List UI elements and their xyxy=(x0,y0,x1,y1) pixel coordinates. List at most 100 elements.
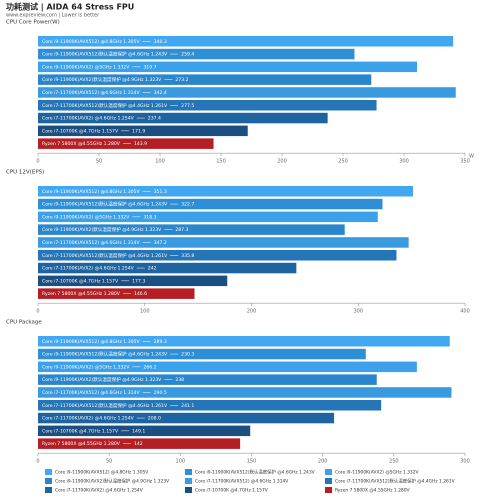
x-tick-label: 0 xyxy=(36,309,39,315)
legend-swatch xyxy=(325,487,332,493)
legend-label: Core i9-11900K(AVX2)默认温度保护 @4.9GHz 1.323… xyxy=(55,478,169,485)
x-tick-label: 0 xyxy=(36,459,39,465)
value-label: 277.5 xyxy=(181,103,194,109)
bar-label: Core i9-11900K(AVX512) @4.8GHz 1.305V xyxy=(42,339,140,345)
value-label: 290.5 xyxy=(154,390,167,396)
value-label: 340.3 xyxy=(154,39,167,45)
bar-label: Core i9-11900K(AVX2) @5GHz 1.332V xyxy=(42,214,130,220)
bar-label: Core i9-11900K(AVX512)默认温度保护 @4.6GHz 1.2… xyxy=(42,201,168,208)
value-label: 238 xyxy=(175,377,184,383)
legend-label: Core i9-11900K(AVX2) @5GHz 1.332V xyxy=(335,470,419,476)
bar xyxy=(38,348,366,360)
bar xyxy=(38,250,397,261)
legend-label: Core i7-11700K(AVX512)默认温度保护 @4.4GHz 1.2… xyxy=(335,478,455,485)
value-label: 149.1 xyxy=(132,428,145,434)
value-label: 289.3 xyxy=(154,339,167,345)
value-label: 310.7 xyxy=(143,64,156,70)
x-tick-label: 100 xyxy=(155,159,165,165)
x-tick-label: 100 xyxy=(140,309,150,315)
value-label: 347.2 xyxy=(154,240,167,246)
bar-label: Core i7-10700K @4.7GHz 1.157V xyxy=(42,428,119,434)
chart-title: CPU Core Power(W) xyxy=(6,20,60,26)
x-tick-label: 300 xyxy=(353,309,363,315)
value-label: 242 xyxy=(148,266,157,272)
value-label: 171.9 xyxy=(132,128,145,134)
value-label: 142 xyxy=(134,441,143,447)
bar-label: Core i7-11700K(AVX512)默认温度保护 @4.4GHz 1.2… xyxy=(42,102,168,109)
bar xyxy=(38,198,383,210)
bar xyxy=(38,36,454,47)
bar-label: Core i7-10700K @4.7GHz 1.157V xyxy=(42,278,119,284)
value-label: 322.7 xyxy=(181,202,194,208)
bar-label: Core i9-11900K(AVX512) @4.8GHz 1.305V xyxy=(42,39,140,45)
legend-swatch xyxy=(45,469,52,475)
legend-label: Core i9-11900K(AVX512)默认温度保护 @4.6GHz 1.2… xyxy=(195,469,315,476)
bar-label: Core i9-11900K(AVX2) @5GHz 1.332V xyxy=(42,364,130,370)
bar xyxy=(38,400,382,411)
x-tick-label: 250 xyxy=(338,159,348,165)
chart-title: CPU Package xyxy=(6,320,42,326)
bar xyxy=(38,374,377,385)
bar-label: Core i7-11700K(AVX512) @4.6GHz 1.314V xyxy=(42,90,140,96)
bar xyxy=(38,100,377,111)
bar xyxy=(38,112,328,124)
x-tick-label: 0 xyxy=(36,159,39,165)
bar xyxy=(38,361,417,373)
bar-label: Core i9-11900K(AVX2)默认温度保护 @4.9GHz 1.323… xyxy=(42,76,162,83)
value-label: 273.2 xyxy=(175,77,188,83)
bar-label: Core i7-11700K(AVX2) @4.6GHz 1.254V xyxy=(42,266,135,272)
bar xyxy=(38,336,450,347)
bar xyxy=(38,237,409,248)
bar-label: Core i7-11700K(AVX512) @4.6GHz 1.314V xyxy=(42,390,140,396)
bar-label: Core i7-11700K(AVX512) @4.6GHz 1.314V xyxy=(42,240,140,246)
value-label: 287.3 xyxy=(175,227,188,233)
value-label: 241.1 xyxy=(181,403,194,409)
x-tick-label: 400 xyxy=(460,309,470,315)
bar-label: Core i9-11900K(AVX2)默认温度保护 @4.9GHz 1.323… xyxy=(42,376,162,383)
x-tick-label: 200 xyxy=(318,459,328,465)
legend-label: Core i9-11900K(AVX512) @4.8GHz 1.305V xyxy=(55,470,148,476)
bar-label: Core i9-11900K(AVX512) @4.8GHz 1.305V xyxy=(42,189,140,195)
bar-label: Ryzen 7 5800X @4.55GHz 1.280V xyxy=(42,291,121,297)
x-tick-label: 250 xyxy=(389,459,399,465)
value-label: 143.9 xyxy=(134,141,147,147)
legend-swatch xyxy=(185,469,192,475)
value-label: 177.3 xyxy=(132,278,145,284)
bar xyxy=(38,262,297,274)
x-tick-label: 350 xyxy=(460,159,470,165)
bar-label: Ryzen 7 5800X @4.55GHz 1.280V xyxy=(42,141,121,147)
bar-label: Core i7-10700K @4.7GHz 1.157V xyxy=(42,128,119,134)
chart-title: CPU 12V(EPS) xyxy=(6,170,44,176)
bar xyxy=(38,186,414,197)
bar xyxy=(38,61,418,73)
legend-swatch xyxy=(45,478,52,484)
bar xyxy=(38,74,372,85)
value-label: 318.3 xyxy=(143,214,156,220)
bar xyxy=(38,125,248,137)
x-tick-label: 200 xyxy=(247,309,257,315)
bar xyxy=(38,288,195,299)
legend-label: Ryzen 7 5800X @4.55GHz 1.280V xyxy=(335,488,410,494)
value-label: 259.4 xyxy=(181,52,194,58)
x-tick-label: 150 xyxy=(216,159,226,165)
page-title: 功耗测试 | AIDA 64 Stress FPU xyxy=(6,2,134,12)
bar-label: Core i7-11700K(AVX2) @4.6GHz 1.254V xyxy=(42,416,135,422)
x-tick-label: 150 xyxy=(247,459,257,465)
x-tick-label: 50 xyxy=(96,159,102,165)
bar-label: Core i9-11900K(AVX512)默认温度保护 @4.6GHz 1.2… xyxy=(42,351,168,358)
bar-label: Core i9-11900K(AVX2)默认温度保护 @4.9GHz 1.323… xyxy=(42,226,162,233)
legend-label: Core i7-10700K @4.7GHz 1.157V xyxy=(195,488,268,494)
bar-label: Core i7-11700K(AVX2) @4.6GHz 1.254V xyxy=(42,116,135,122)
bar xyxy=(38,425,251,437)
legend-swatch xyxy=(325,469,332,475)
legend-label: Core i7-11700K(AVX512) @4.6GHz 1.314V xyxy=(195,479,288,485)
bar xyxy=(38,211,378,223)
bar-label: Core i9-11900K(AVX2) @5GHz 1.332V xyxy=(42,64,130,70)
value-label: 230.3 xyxy=(181,352,194,358)
value-label: 266.2 xyxy=(143,364,156,370)
bar xyxy=(38,224,345,235)
bar-label: Core i7-11700K(AVX512)默认温度保护 @4.4GHz 1.2… xyxy=(42,402,168,409)
page-subtitle: www.expreview.com | Lower is better xyxy=(6,13,100,19)
bar xyxy=(38,87,456,98)
